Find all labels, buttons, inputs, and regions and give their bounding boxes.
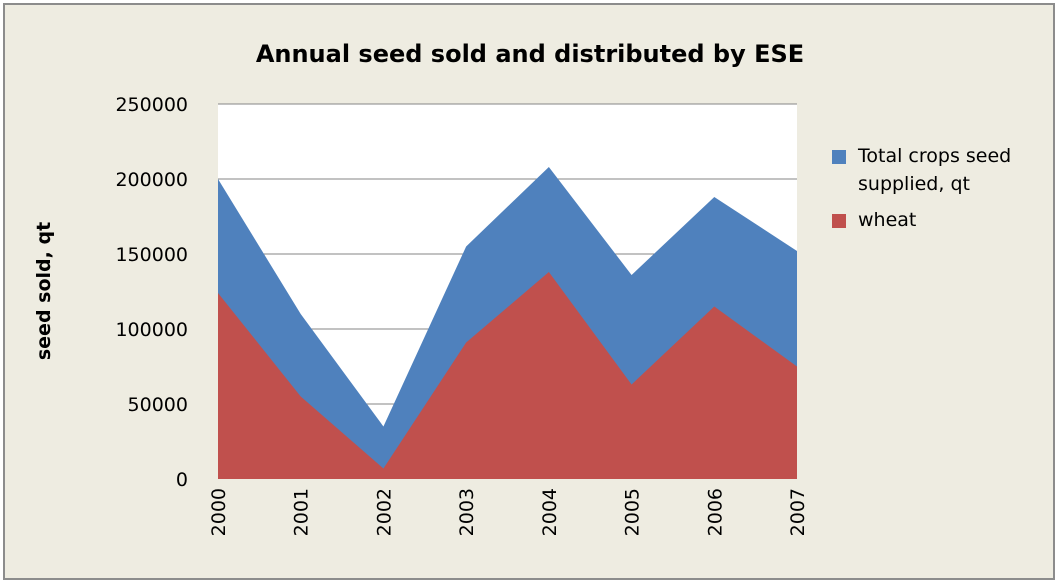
legend-item: wheat xyxy=(832,206,1032,234)
x-tick-label: 2003 xyxy=(456,488,478,536)
x-tick-label: 2007 xyxy=(787,488,809,536)
legend-label: Total crops seed supplied, qt xyxy=(858,145,1012,195)
area xyxy=(218,272,797,479)
x-tick-label: 2004 xyxy=(539,488,561,536)
x-tick-label: 2000 xyxy=(208,488,230,536)
y-tick-label: 0 xyxy=(176,469,188,491)
y-tick-label: 250000 xyxy=(115,94,188,116)
y-tick-label: 150000 xyxy=(115,244,188,266)
legend: Total crops seed supplied, qt wheat xyxy=(832,142,1032,234)
chart-title: Annual seed sold and distributed by ESE xyxy=(256,40,804,68)
y-tick-label: 50000 xyxy=(128,394,188,416)
y-axis-label: seed sold, qt xyxy=(33,222,55,360)
x-tick-label: 2002 xyxy=(373,488,395,536)
x-tick-label: 2001 xyxy=(291,488,313,536)
legend-label: wheat xyxy=(858,209,917,231)
legend-swatch xyxy=(832,150,846,164)
x-tick-label: 2006 xyxy=(704,488,726,536)
y-tick-label: 200000 xyxy=(115,169,188,191)
y-tick-label: 100000 xyxy=(115,319,188,341)
legend-item: Total crops seed supplied, qt xyxy=(832,142,1028,198)
legend-swatch xyxy=(832,214,846,228)
x-tick-label: 2005 xyxy=(622,488,644,536)
